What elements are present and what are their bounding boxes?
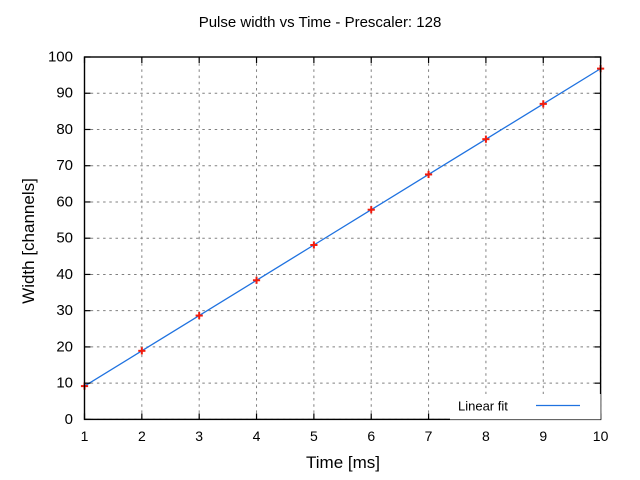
svg-text:90: 90 (56, 85, 73, 102)
svg-text:50: 50 (56, 230, 73, 247)
svg-text:9: 9 (539, 428, 547, 444)
svg-text:80: 80 (56, 121, 73, 138)
svg-text:40: 40 (56, 266, 73, 283)
svg-text:0: 0 (65, 411, 73, 428)
svg-text:10: 10 (593, 428, 609, 444)
svg-text:6: 6 (367, 428, 375, 444)
svg-text:7: 7 (425, 428, 433, 444)
svg-text:1: 1 (81, 428, 89, 444)
svg-text:Linear fit: Linear fit (458, 399, 508, 414)
svg-text:20: 20 (56, 338, 73, 355)
svg-text:60: 60 (56, 193, 73, 210)
svg-text:100: 100 (48, 49, 73, 66)
svg-text:4: 4 (253, 428, 261, 444)
svg-text:2: 2 (138, 428, 146, 444)
svg-text:70: 70 (56, 157, 73, 174)
svg-text:10: 10 (56, 375, 73, 392)
svg-text:8: 8 (482, 428, 490, 444)
svg-text:5: 5 (310, 428, 318, 444)
svg-text:30: 30 (56, 302, 73, 319)
svg-text:3: 3 (195, 428, 203, 444)
